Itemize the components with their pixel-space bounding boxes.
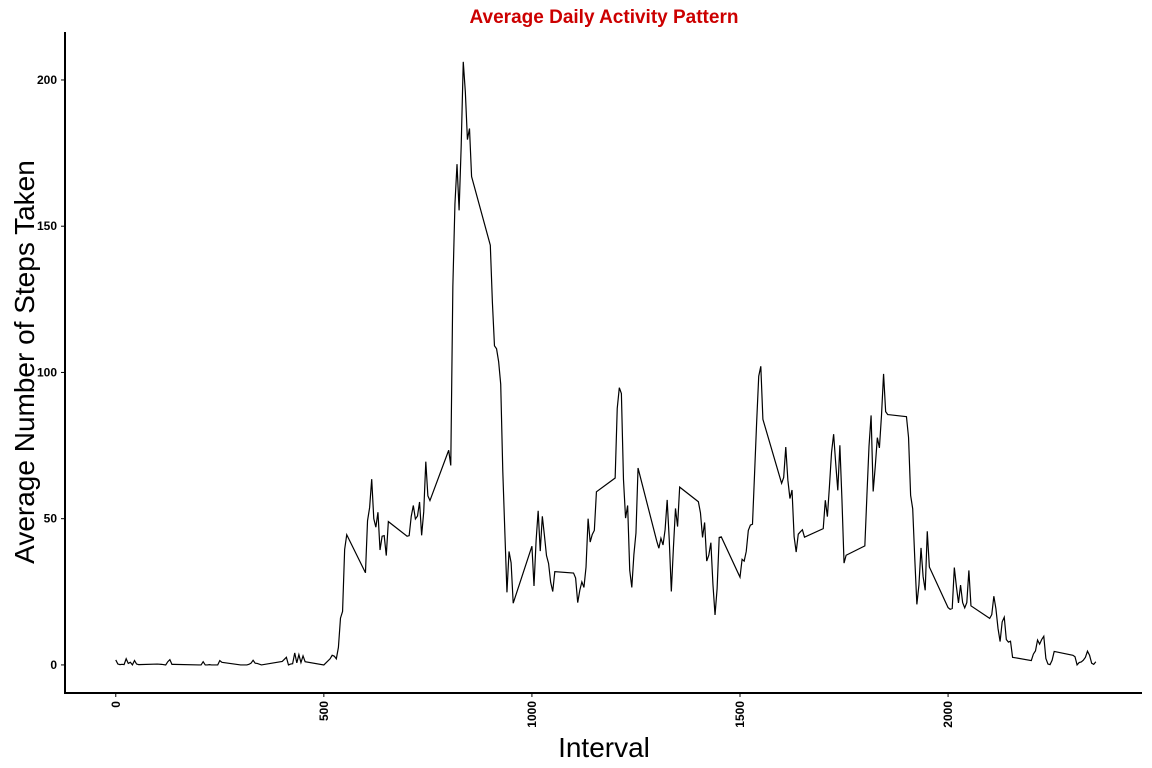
y-tick-label: 0	[50, 658, 57, 672]
x-tick-label: 1500	[733, 701, 747, 728]
x-axis-title: Interval	[558, 732, 650, 763]
y-tick-label: 50	[44, 512, 58, 526]
x-tick-label: 2000	[941, 701, 955, 728]
x-tick-label: 0	[109, 701, 123, 708]
x-tick-label: 500	[317, 701, 331, 721]
y-tick-label: 100	[37, 365, 57, 379]
data-line	[115, 61, 1097, 667]
y-tick-label: 150	[37, 219, 57, 233]
x-tick-label: 1000	[525, 701, 539, 728]
y-tick-label: 200	[37, 73, 57, 87]
y-axis-title: Average Number of Steps Taken	[9, 160, 40, 564]
chart-title: Average Daily Activity Pattern	[470, 7, 739, 28]
